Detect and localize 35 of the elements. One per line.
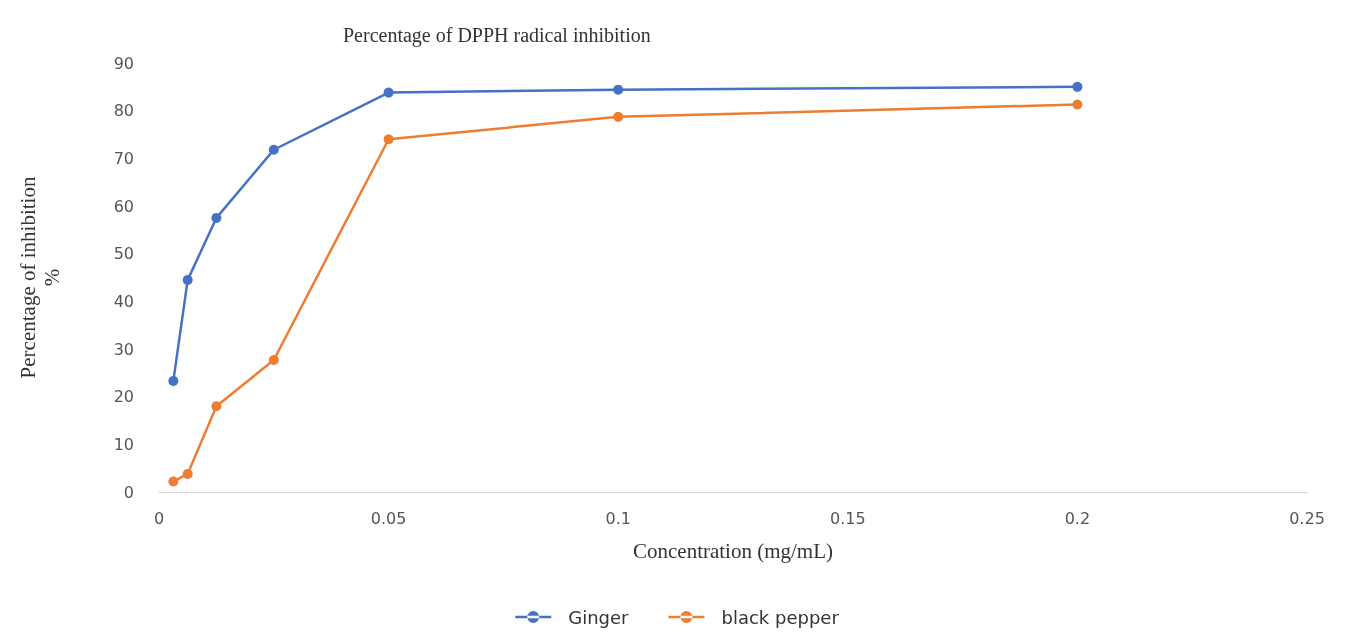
y-tick-label: 40 <box>113 291 134 311</box>
y-tick-label: 90 <box>113 53 134 73</box>
point <box>1072 81 1083 92</box>
legend-label: black pepper <box>721 606 840 628</box>
y-tick-label: 50 <box>113 244 134 264</box>
point <box>268 144 279 155</box>
point <box>613 84 624 95</box>
point <box>168 476 179 487</box>
x-tick-label: 0.1 <box>605 508 631 528</box>
y-tick-label: 0 <box>123 482 134 502</box>
x-tick-label: 0.2 <box>1064 508 1091 528</box>
legend-label: Ginger <box>568 606 630 628</box>
point <box>613 111 624 122</box>
point <box>182 468 193 479</box>
y-axis-title: Percentage of inhibition % <box>16 176 64 379</box>
y-tick-label: 60 <box>113 196 134 216</box>
point <box>211 212 222 223</box>
point <box>268 354 279 365</box>
point <box>1072 99 1083 110</box>
point <box>383 134 394 145</box>
y-tick-label: 10 <box>113 434 134 454</box>
y-tick-label: 80 <box>113 101 134 121</box>
point <box>182 274 193 285</box>
y-tick-label: 30 <box>113 339 134 359</box>
y-tick-label: 20 <box>113 387 134 407</box>
point <box>383 87 394 98</box>
x-tick-label: 0.25 <box>1289 508 1325 528</box>
point <box>211 401 222 412</box>
x-tick-label: 0.15 <box>829 508 866 528</box>
point <box>168 375 179 386</box>
y-tick-label: 70 <box>113 148 134 168</box>
x-tick-label: 0 <box>153 508 165 528</box>
x-tick-label: 0.05 <box>370 508 407 528</box>
x-axis-title: Concentration (mg/mL) <box>632 538 834 563</box>
chart-title: Percentage of DPPH radical inhibition <box>343 24 651 47</box>
